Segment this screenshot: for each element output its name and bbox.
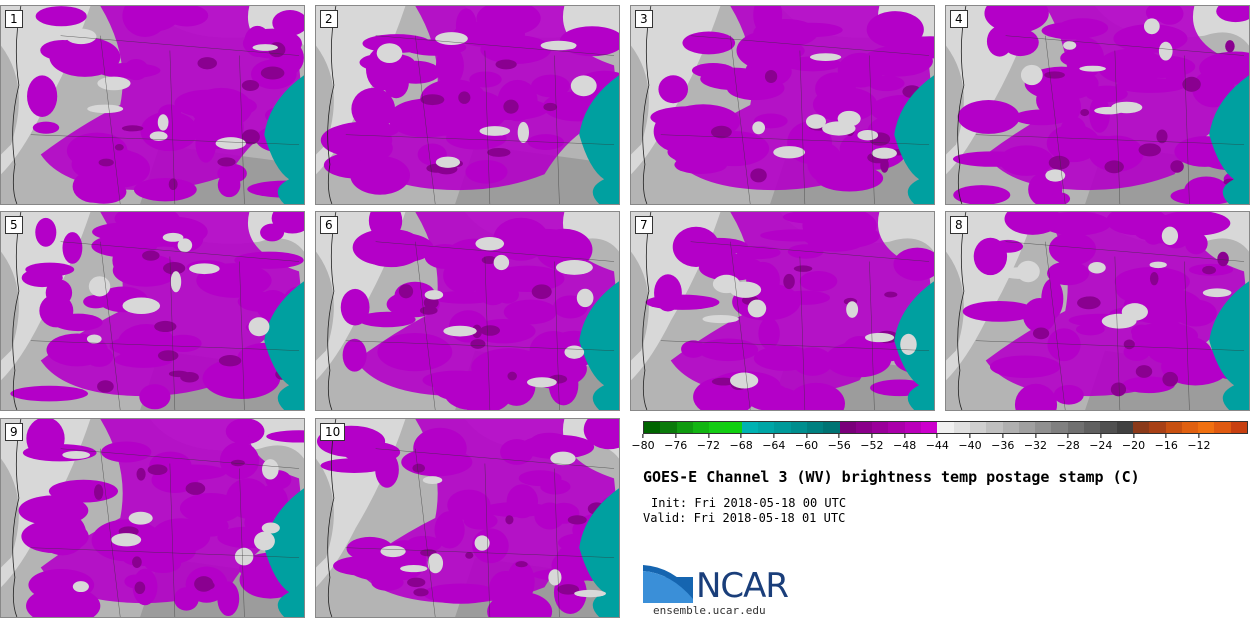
panel-number: 4: [950, 10, 968, 28]
colorbar-bin: [692, 422, 710, 433]
colorbar-tick-label: −36: [991, 434, 1014, 452]
map-panel: 3: [630, 5, 935, 205]
colorbar-tick-label: −72: [697, 434, 720, 452]
colorbar-tick-label: −52: [860, 434, 883, 452]
colorbar-bin: [1132, 422, 1150, 433]
panel-number: 1: [5, 10, 23, 28]
colorbar-bin: [1035, 422, 1052, 433]
colorbar-tick-label: −60: [795, 434, 818, 452]
colorbar-tick-label: −64: [762, 434, 785, 452]
map-panel: 1: [0, 5, 305, 205]
logo-text: NCAR: [696, 566, 789, 606]
colorbar-bin: [904, 422, 922, 433]
colorbar-bin: [986, 422, 1003, 433]
colorbar-bin: [790, 422, 807, 433]
panel-number: 10: [320, 423, 346, 441]
colorbar-bin: [921, 422, 938, 433]
map-panel: 9: [0, 418, 305, 618]
map-panel: 7: [630, 211, 935, 411]
panel-number: 8: [950, 216, 968, 234]
colorbar-bin: [1181, 422, 1199, 433]
colorbar-tick-label: −76: [664, 434, 687, 452]
colorbar-tick-label: −12: [1187, 434, 1210, 452]
colorbar-bin: [937, 422, 954, 433]
colorbar-tick-label: −68: [729, 434, 752, 452]
colorbar-bin: [888, 422, 905, 433]
colorbar-bin: [1051, 422, 1068, 433]
logo-url: ensemble.ucar.edu: [653, 604, 766, 617]
figure-title: GOES-E Channel 3 (WV) brightness temp po…: [643, 468, 1140, 486]
colorbar-bin: [1165, 422, 1182, 433]
map-panel: 2: [315, 5, 620, 205]
map-panel: 4: [945, 5, 1250, 205]
colorbar-bin: [1018, 422, 1036, 433]
panel-number: 9: [5, 423, 23, 441]
ncar-logo-icon: [643, 565, 693, 603]
colorbar-bin: [1002, 422, 1019, 433]
colorbar-bin: [725, 422, 742, 433]
colorbar-tick-label: −56: [828, 434, 851, 452]
map-panel: 5: [0, 211, 305, 411]
colorbar-tick-label: −20: [1122, 434, 1145, 452]
colorbar-bin: [676, 422, 693, 433]
colorbar-bin: [1067, 422, 1085, 433]
colorbar-bin: [644, 422, 661, 433]
colorbar-bin: [1084, 422, 1101, 433]
colorbar-bin: [953, 422, 970, 433]
colorbar-bin: [1116, 422, 1133, 433]
colorbar-bin: [872, 422, 889, 433]
colorbar-tick-label: −32: [1024, 434, 1047, 452]
colorbar-bin: [969, 422, 987, 433]
colorbar: [643, 421, 1248, 434]
valid-time: Valid: Fri 2018-05-18 01 UTC: [643, 511, 846, 525]
panel-number: 6: [320, 216, 338, 234]
colorbar-bin: [1149, 422, 1166, 433]
colorbar-bin: [806, 422, 824, 433]
colorbar-ticks: −80 −76 −72 −68 −64 −60 −56 −52 −48 −44 −40 −36 −32−…: [631, 434, 1248, 454]
colorbar-tick-label: −40: [958, 434, 981, 452]
colorbar-tick-label: −24: [1089, 434, 1112, 452]
colorbar-bin: [1100, 422, 1117, 433]
panel-number: 2: [320, 10, 338, 28]
colorbar-bin: [855, 422, 873, 433]
colorbar-bin: [1230, 422, 1247, 433]
colorbar-bin: [1198, 422, 1215, 433]
map-panel: 6: [315, 211, 620, 411]
colorbar-bin: [823, 422, 840, 433]
colorbar-tick-label: −44: [926, 434, 949, 452]
colorbar-bin: [660, 422, 677, 433]
colorbar-bin: [709, 422, 726, 433]
panel-number: 5: [5, 216, 23, 234]
init-time: Init: Fri 2018-05-18 00 UTC: [651, 496, 847, 510]
colorbar-bin: [1214, 422, 1231, 433]
colorbar-bin: [758, 422, 775, 433]
colorbar-tick-label: −80: [631, 434, 654, 452]
panel-number: 7: [635, 216, 653, 234]
panel-number: 3: [635, 10, 653, 28]
colorbar-tick-label: −16: [1155, 434, 1178, 452]
colorbar-tick-label: −28: [1057, 434, 1080, 452]
map-panel: 10: [315, 418, 620, 618]
colorbar-bin: [774, 422, 791, 433]
colorbar-bin: [741, 422, 759, 433]
colorbar-tick-label: −48: [893, 434, 916, 452]
map-panel: 8: [945, 211, 1250, 411]
colorbar-bin: [839, 422, 856, 433]
